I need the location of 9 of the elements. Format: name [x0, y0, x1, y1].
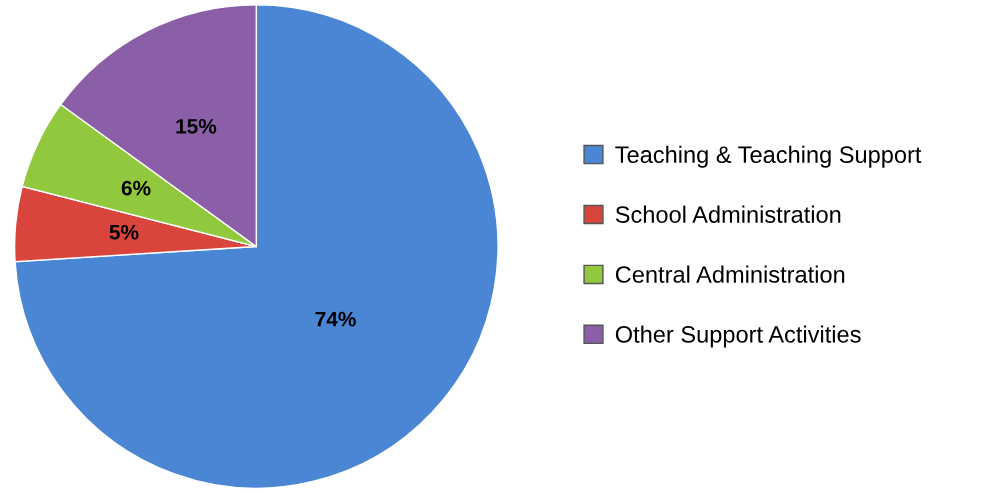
pie-slice [14, 4, 499, 489]
legend-label: Teaching & Teaching Support [615, 145, 922, 168]
data-label: 5% [109, 224, 139, 240]
data-label: 6% [121, 180, 151, 196]
legend-label: Other Support Activities [615, 325, 861, 348]
legend-label: Central Administration [615, 265, 845, 283]
data-label: 74% [315, 311, 356, 327]
legend-label: School Administration [615, 205, 841, 223]
data-label: 15% [176, 118, 217, 134]
